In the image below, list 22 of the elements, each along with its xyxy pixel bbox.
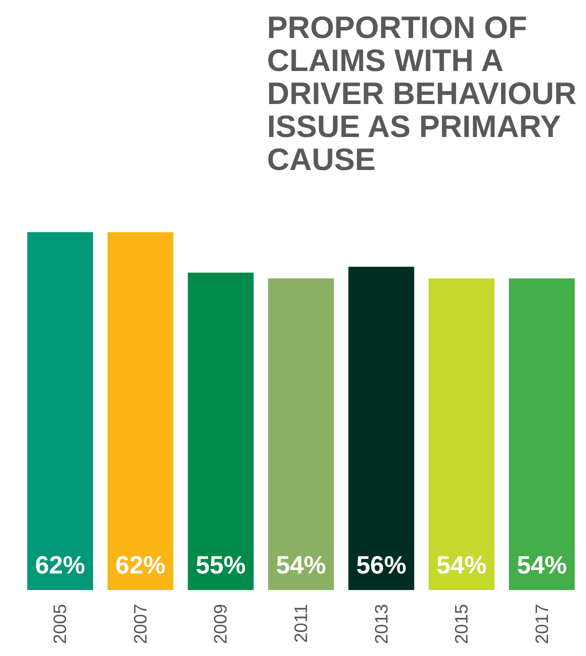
x-tick-label: 2015 — [452, 604, 472, 644]
bar — [188, 272, 254, 590]
data-label: 62% — [35, 552, 86, 580]
data-label: 56% — [356, 552, 406, 580]
bar — [108, 232, 174, 590]
x-tick-label: 2005 — [50, 604, 70, 644]
bar — [27, 232, 94, 590]
bar — [508, 278, 575, 590]
data-label: 55% — [196, 552, 246, 580]
bar — [428, 278, 494, 590]
chart-title: PROPORTION OF CLAIMS WITH A DRIVER BEHAVIOUR ISSUE AS PRIMARY CAUSE — [267, 10, 586, 177]
data-label: 54% — [436, 552, 487, 580]
data-label: 54% — [276, 552, 326, 580]
bar — [268, 278, 334, 590]
x-tick-label: 2013 — [371, 604, 392, 644]
x-tick-label: 2009 — [210, 604, 231, 644]
data-label: 62% — [115, 552, 166, 580]
data-label: 54% — [516, 552, 567, 580]
x-tick-label: 2017 — [532, 604, 552, 644]
x-tick-label: 2011 — [291, 604, 311, 643]
x-tick-label: 2007 — [130, 604, 150, 644]
bar — [348, 266, 414, 590]
